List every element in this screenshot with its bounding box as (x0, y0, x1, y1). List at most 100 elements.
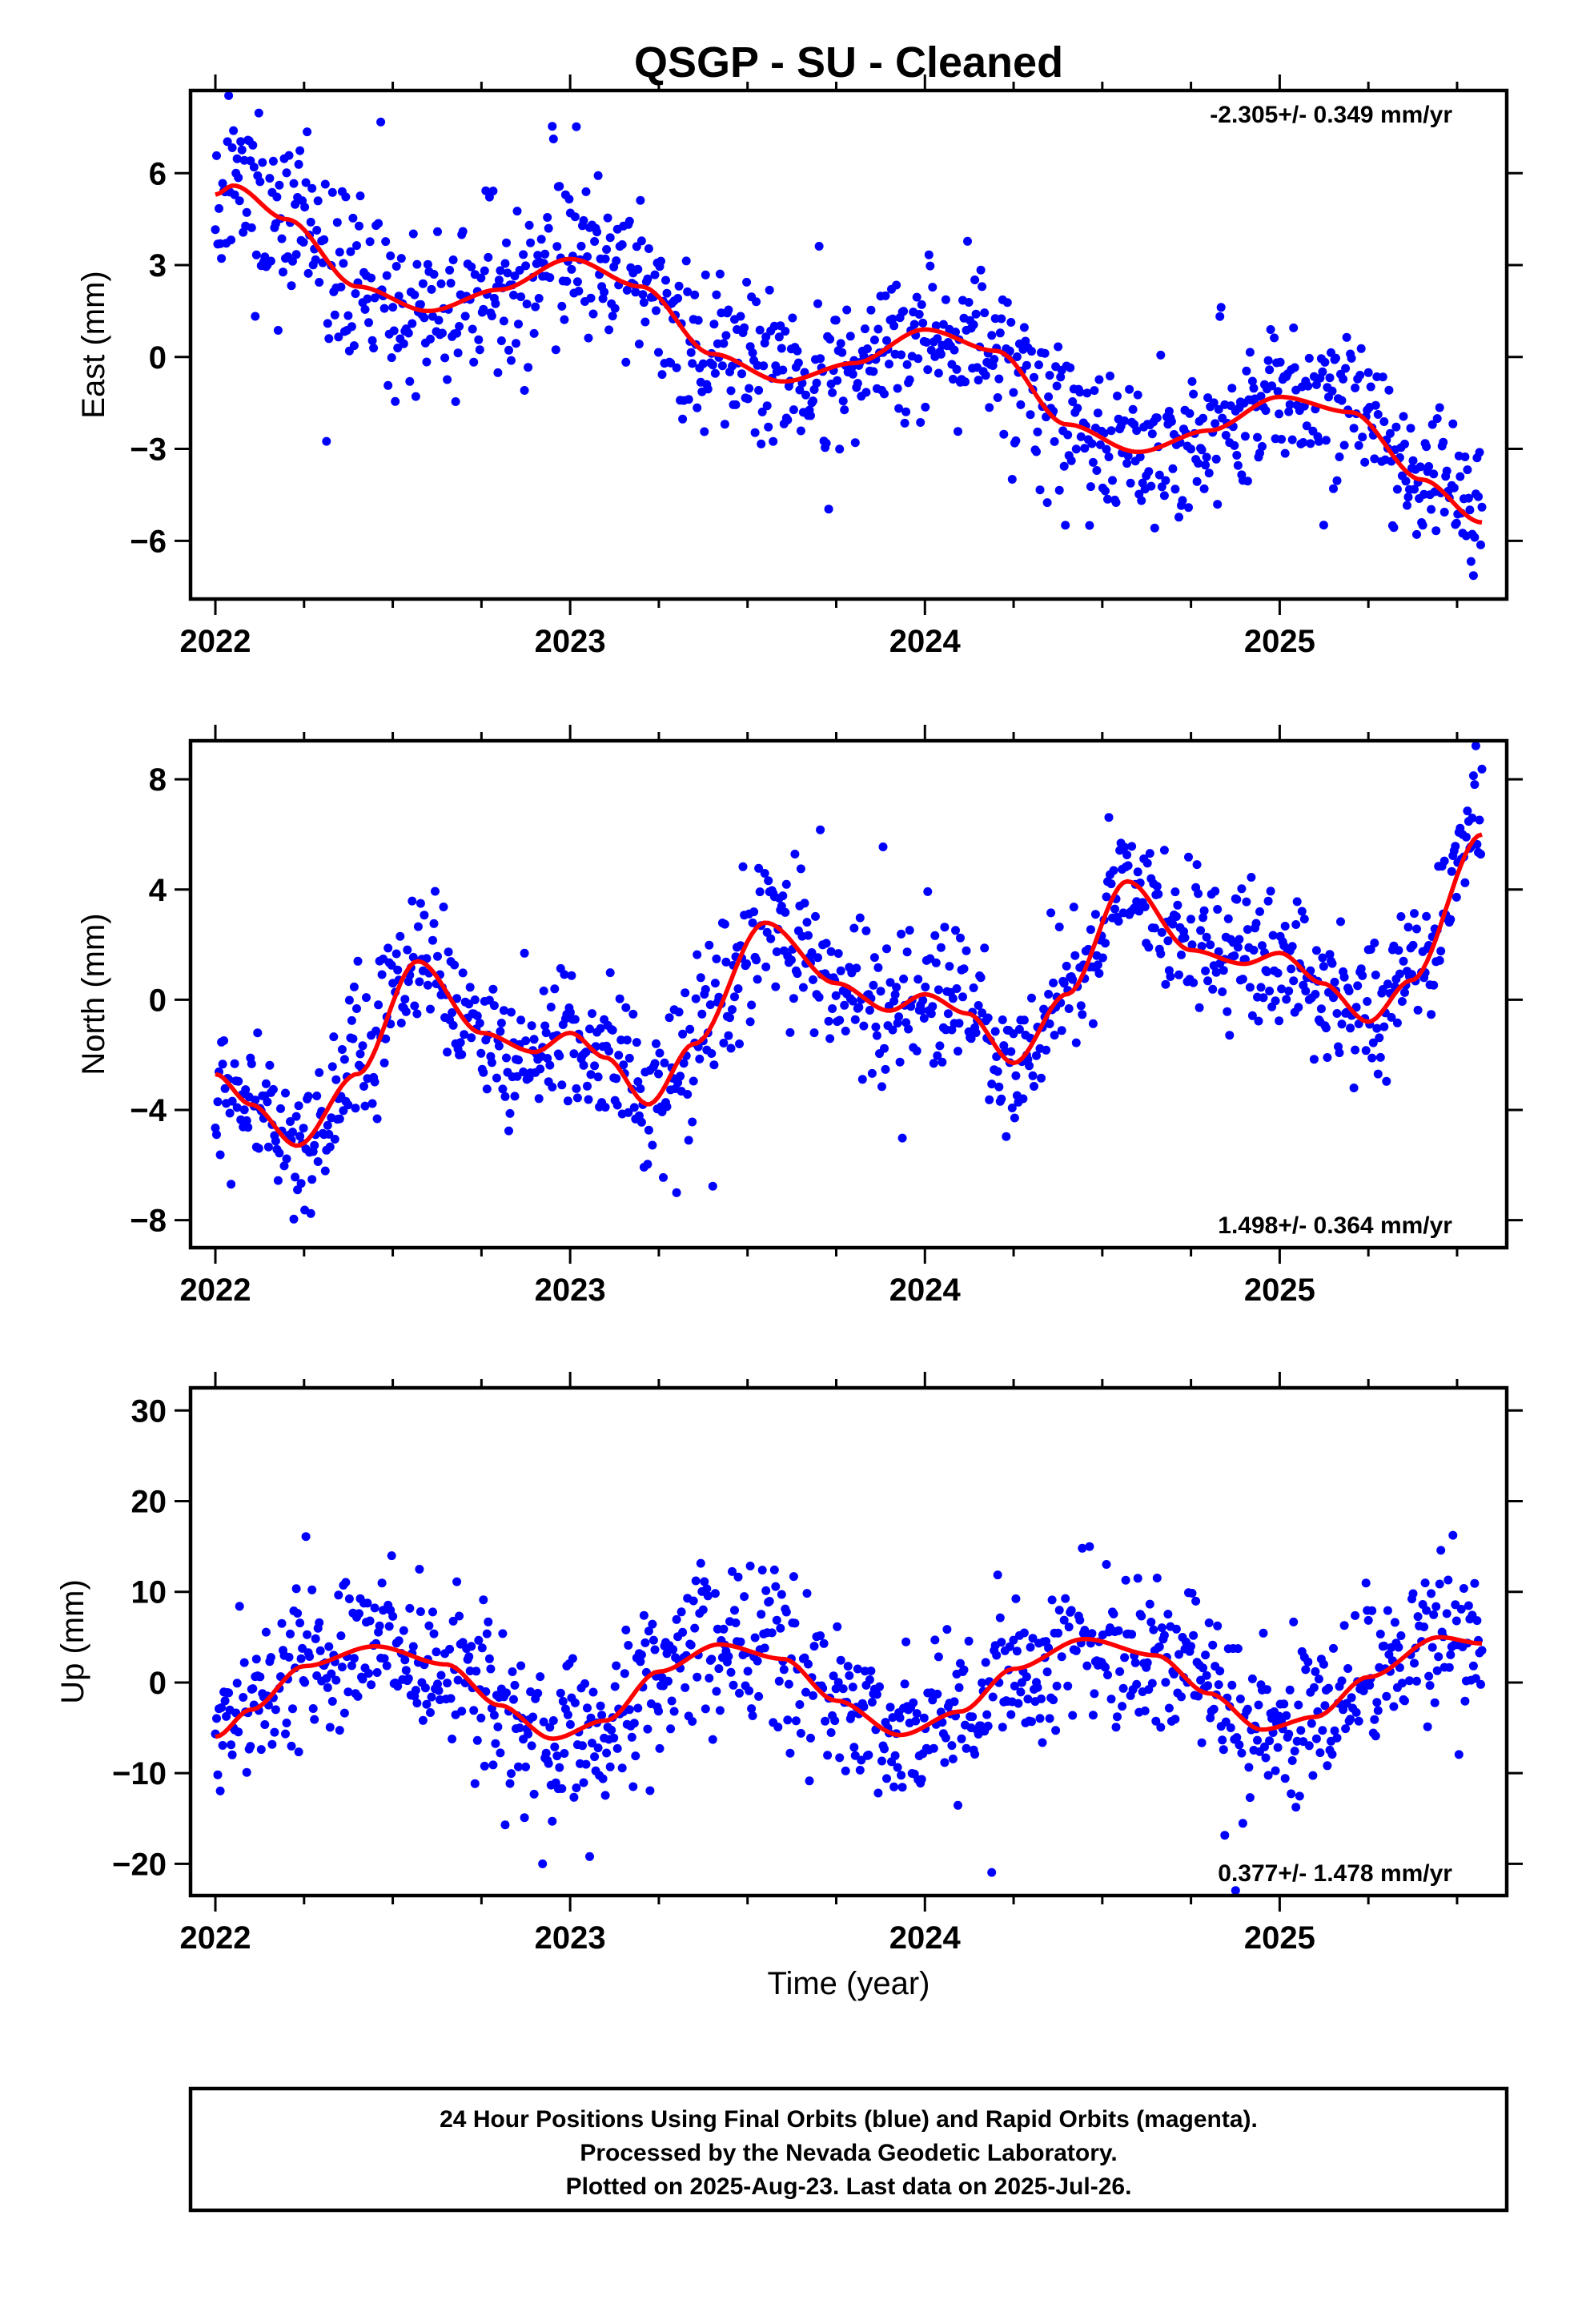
east-data-point (374, 219, 383, 228)
up-data-point (1061, 1594, 1070, 1603)
east-data-point (1022, 360, 1031, 370)
east-data-point (924, 250, 934, 259)
up-x-tick-label: 2022 (180, 1920, 251, 1956)
east-data-point (813, 299, 822, 308)
east-data-point (882, 336, 891, 345)
up-data-point (644, 1626, 653, 1636)
up-data-point (480, 1761, 489, 1771)
east-plot-frame (188, 88, 1509, 601)
east-data-point (364, 318, 373, 328)
up-data-point (528, 1712, 538, 1722)
up-data-point (672, 1614, 681, 1624)
up-data-point (1090, 1689, 1099, 1699)
north-data-point (850, 1015, 860, 1024)
north-data-point (1140, 902, 1150, 911)
east-data-point (429, 270, 439, 279)
east-data-point (1111, 498, 1121, 507)
east-data-point (1385, 428, 1395, 438)
up-y-tick-label: 0 (149, 1666, 167, 1701)
up-data-point (325, 1723, 335, 1732)
north-data-point (1057, 1026, 1066, 1035)
east-data-point (850, 438, 860, 448)
north-data-point (335, 1114, 344, 1124)
east-data-point (1306, 439, 1315, 448)
up-data-point (300, 1678, 310, 1687)
up-data-point (859, 1702, 869, 1711)
up-data-point (1151, 1716, 1161, 1726)
north-data-point (1050, 1031, 1059, 1040)
up-data-point (218, 1741, 227, 1750)
north-y-tick-label: −8 (130, 1204, 167, 1239)
east-data-point (1144, 467, 1154, 476)
east-data-point (1052, 381, 1062, 391)
north-data-point (983, 1013, 993, 1023)
east-data-point (881, 291, 890, 300)
east-data-point (227, 143, 237, 152)
north-data-point (534, 1094, 544, 1104)
north-data-point (1323, 1053, 1332, 1062)
up-data-point (1047, 1595, 1057, 1605)
north-data-point (1145, 849, 1154, 858)
east-data-point (742, 277, 752, 287)
up-data-point (1114, 1626, 1123, 1635)
east-data-point (212, 151, 221, 160)
east-data-point (993, 393, 1002, 402)
up-data-point (1174, 1650, 1183, 1659)
north-data-point (899, 974, 909, 983)
up-data-point (911, 1716, 921, 1726)
north-data-point (772, 947, 781, 956)
north-data-point (1475, 815, 1484, 825)
east-data-point (529, 328, 539, 338)
east-data-point (540, 249, 550, 259)
east-data-point (833, 376, 842, 385)
up-data-point (833, 1622, 842, 1631)
up-data-point (1320, 1701, 1330, 1711)
east-data-point (909, 320, 919, 329)
north-data-point (291, 1172, 300, 1182)
north-data-point (1379, 1022, 1389, 1031)
up-data-point (560, 1749, 569, 1758)
up-data-point (897, 1783, 907, 1792)
north-data-point (997, 1094, 1006, 1104)
east-data-point (701, 270, 710, 279)
north-data-point (352, 1004, 361, 1013)
north-data-point (1429, 980, 1439, 990)
up-data-point (826, 1728, 836, 1737)
north-data-point (401, 1007, 411, 1016)
east-data-point (740, 323, 749, 332)
east-data-point (229, 126, 239, 135)
east-data-point (951, 328, 960, 337)
up-data-point (819, 1638, 829, 1648)
east-x-tick-label: 2024 (889, 624, 962, 659)
north-data-point (320, 1166, 330, 1176)
east-data-point (590, 237, 600, 246)
north-data-point (234, 1076, 243, 1086)
up-data-point (1443, 1575, 1453, 1585)
north-data-point (448, 1008, 457, 1017)
up-data-point (736, 1637, 745, 1647)
up-data-point (829, 1671, 838, 1681)
up-data-point (664, 1676, 673, 1686)
north-data-point (1258, 941, 1267, 951)
north-data-point (726, 1043, 736, 1053)
east-data-point (1412, 529, 1421, 539)
north-data-point (1150, 923, 1159, 933)
up-data-point (897, 1771, 906, 1780)
east-data-point (323, 319, 332, 328)
east-data-point (639, 298, 648, 308)
up-data-point (1245, 1793, 1255, 1803)
north-data-point (1319, 962, 1328, 971)
north-data-point (696, 973, 705, 983)
up-data-point (1332, 1733, 1342, 1743)
east-data-point (514, 320, 523, 329)
up-data-point (1395, 1663, 1404, 1672)
east-data-point (433, 227, 442, 236)
north-data-point (684, 1136, 693, 1145)
up-data-point (1118, 1683, 1128, 1693)
up-data-point (754, 1691, 764, 1701)
north-data-point (1284, 987, 1294, 995)
up-data-point (401, 1666, 411, 1675)
east-data-point (572, 277, 582, 287)
up-data-point (933, 1689, 942, 1699)
